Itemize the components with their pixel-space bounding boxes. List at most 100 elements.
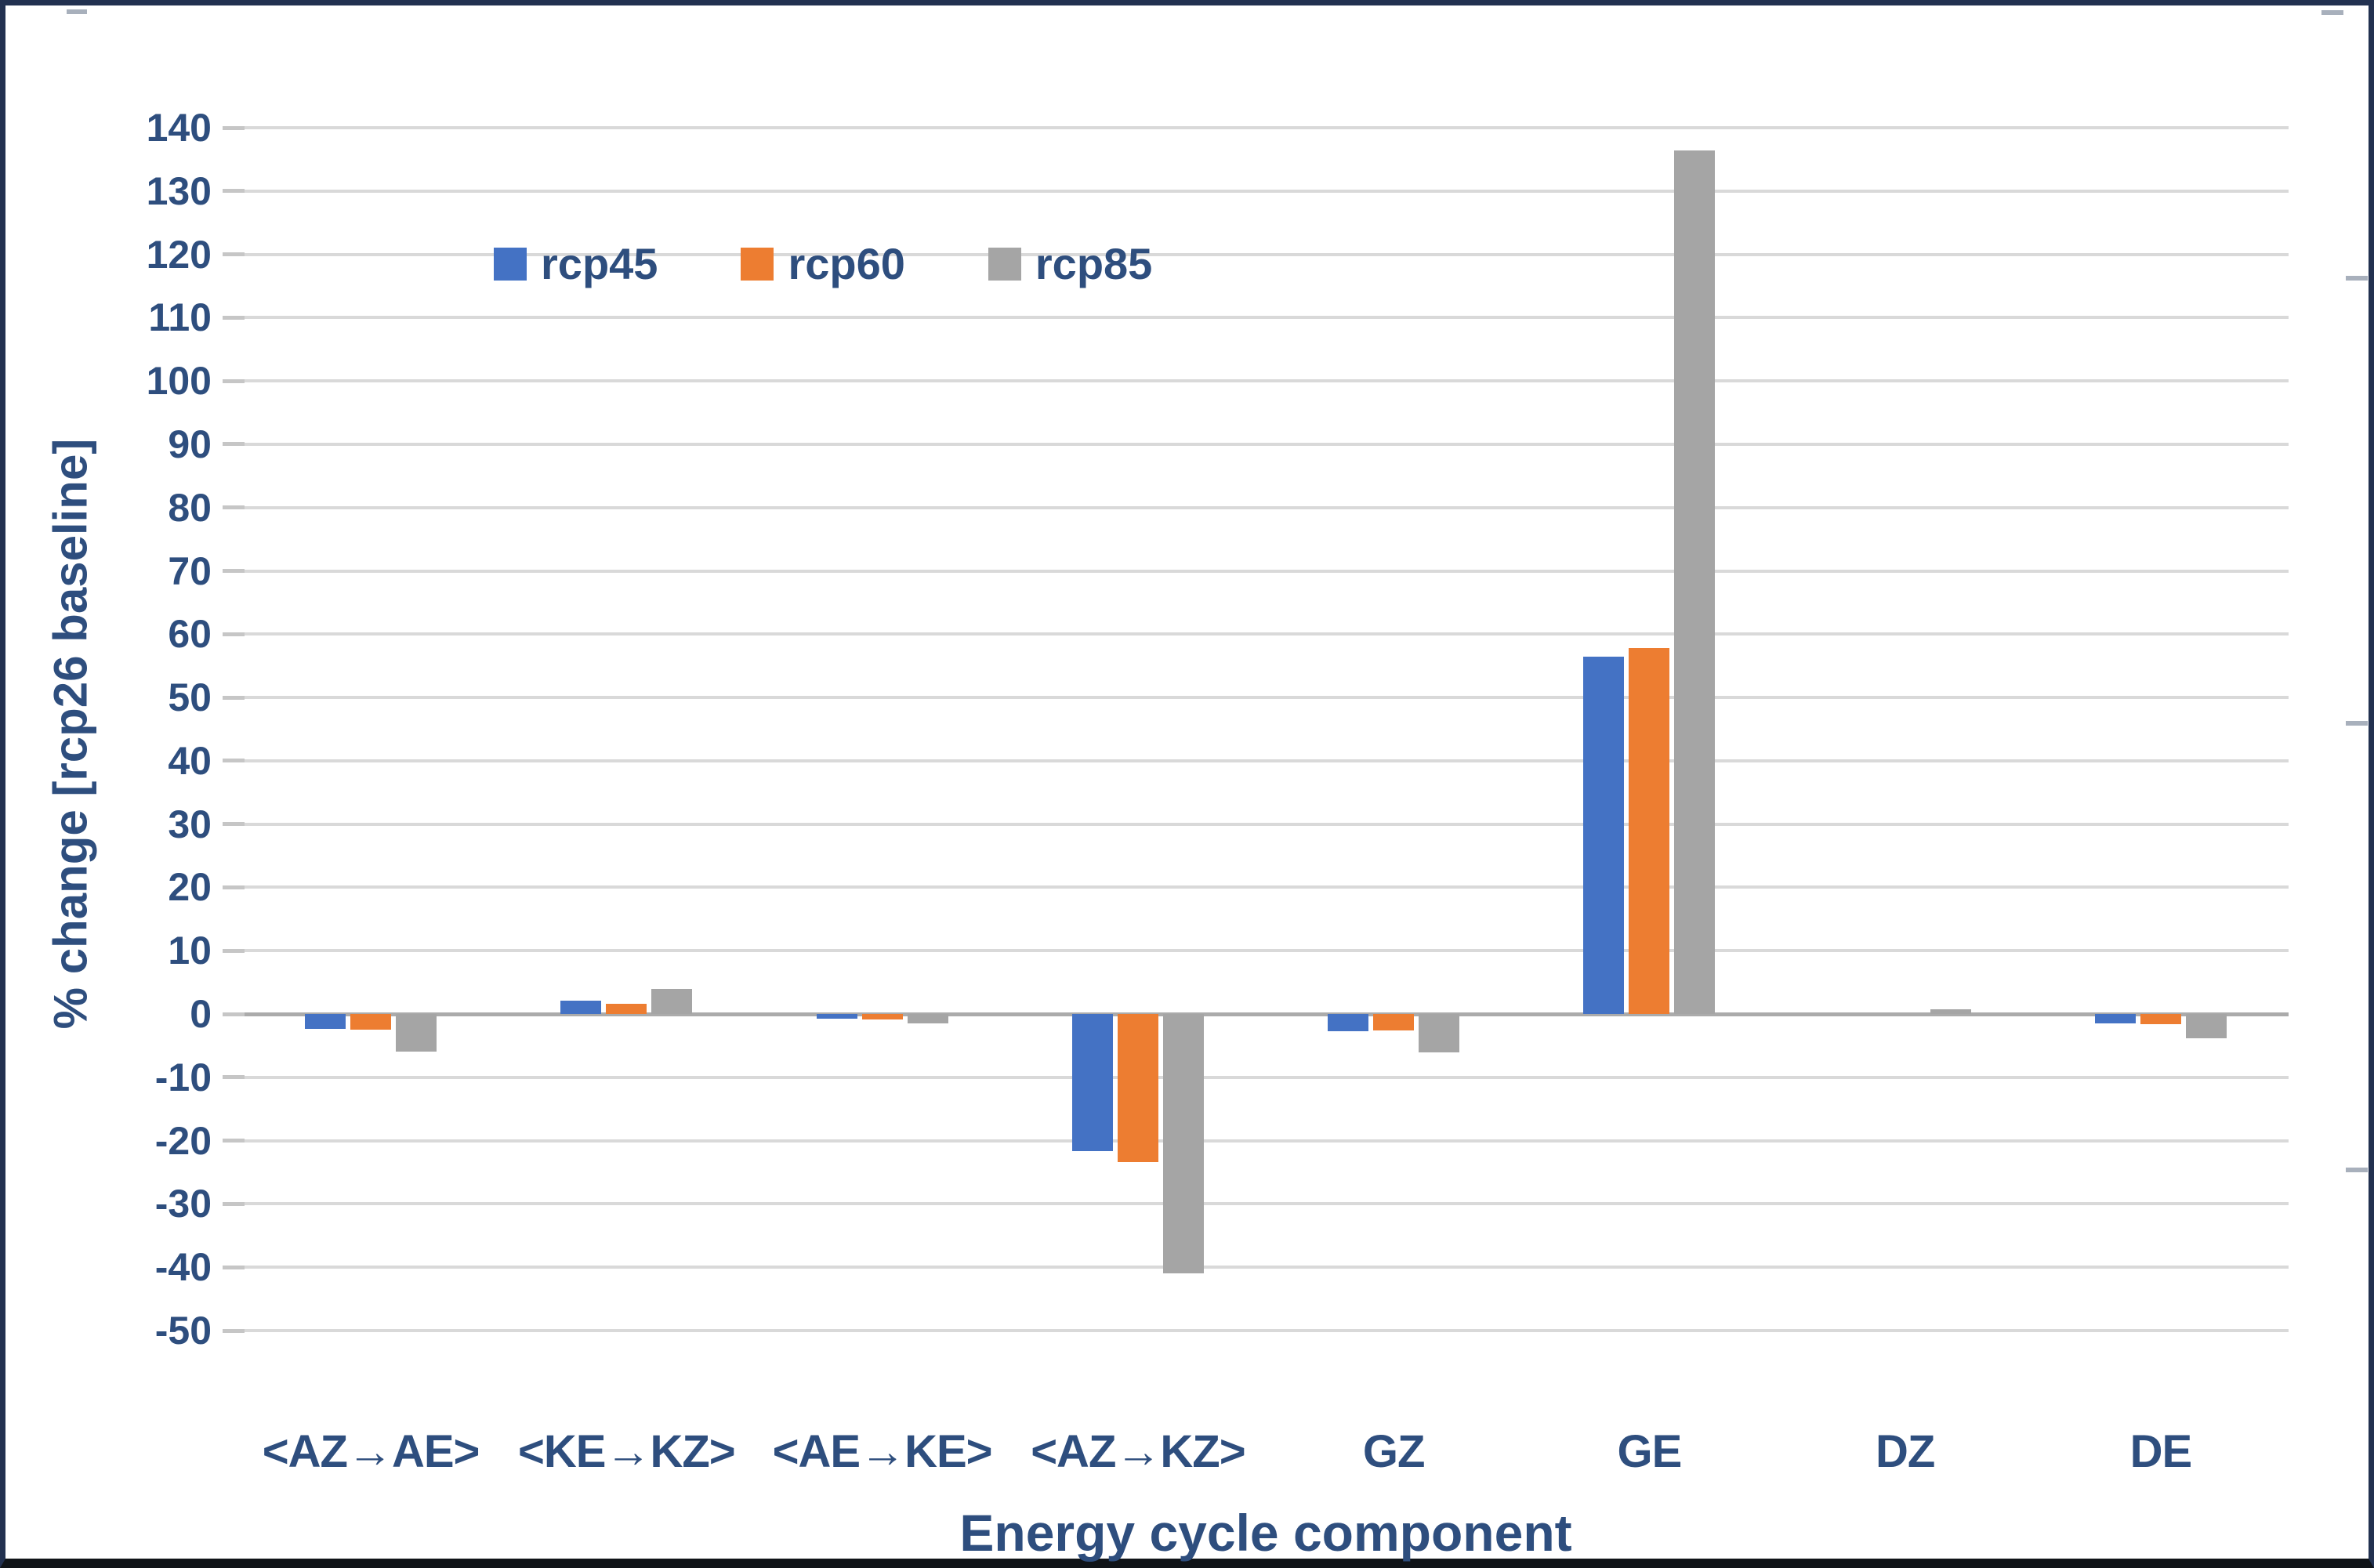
- bar-rcp45: [560, 1001, 602, 1015]
- gridline: [243, 1075, 2289, 1079]
- y-tick-label: 90: [168, 422, 212, 466]
- y-tick-label: 100: [146, 359, 212, 404]
- bar-rcp85: [651, 988, 693, 1015]
- x-category-label: <AZ→AE>: [262, 1426, 480, 1477]
- legend-swatch-rcp45: [494, 248, 527, 281]
- gridline: [243, 1329, 2289, 1332]
- edge-artifact-dash: [2346, 276, 2368, 281]
- y-tick-label: -30: [154, 1182, 212, 1226]
- legend-swatch-rcp60: [741, 248, 774, 281]
- bar-rcp45: [1328, 1014, 1369, 1031]
- y-tick-mark: [223, 822, 245, 827]
- y-tick-label: 80: [168, 485, 212, 530]
- gridline: [243, 1266, 2289, 1269]
- x-category-label: <AE→KE>: [772, 1426, 993, 1477]
- y-tick-label: 70: [168, 549, 212, 593]
- gridline: [243, 126, 2289, 129]
- bar-rcp85: [1674, 150, 1716, 1015]
- y-tick-mark: [223, 1075, 245, 1080]
- bar-rcp60: [1373, 1014, 1415, 1031]
- gridline: [243, 569, 2289, 573]
- y-tick-label: -50: [154, 1309, 212, 1353]
- gridline: [243, 442, 2289, 446]
- y-tick-mark: [223, 1012, 245, 1016]
- y-tick-label: 110: [148, 295, 212, 340]
- bar-rcp45: [2094, 1014, 2136, 1024]
- bar-rcp60: [1629, 648, 1670, 1015]
- x-category-label: GE: [1617, 1426, 1682, 1477]
- bar-rcp60: [1117, 1014, 1158, 1163]
- legend-item-rcp60: rcp60: [741, 239, 905, 288]
- y-tick-mark: [223, 1139, 245, 1143]
- y-tick-label: -20: [154, 1118, 212, 1163]
- legend-label: rcp60: [788, 239, 905, 288]
- y-tick-mark: [223, 189, 245, 194]
- y-tick-label: 60: [168, 612, 212, 657]
- y-tick-label: 20: [168, 865, 212, 910]
- bar-rcp85: [1419, 1014, 1460, 1053]
- bar-rcp85: [396, 1014, 437, 1052]
- legend-label: rcp85: [1035, 239, 1153, 288]
- edge-artifact-dash: [2346, 1168, 2368, 1172]
- y-tick-label: 0: [190, 992, 212, 1037]
- x-category-label: <KE→KZ>: [518, 1426, 736, 1477]
- bar-rcp45: [1071, 1014, 1113, 1151]
- bar-rcp85: [2185, 1014, 2227, 1038]
- gridline: [243, 379, 2289, 383]
- edge-artifact-dash: [2321, 10, 2343, 15]
- bar-rcp60: [350, 1014, 392, 1030]
- y-tick-label: -40: [154, 1245, 212, 1290]
- y-tick-mark: [223, 569, 245, 574]
- x-category-label: DE: [2129, 1426, 2193, 1477]
- edge-artifact-dash: [2346, 721, 2368, 726]
- bar-rcp85: [1930, 1009, 1971, 1015]
- y-tick-mark: [223, 378, 245, 383]
- gridline: [243, 759, 2289, 762]
- gridline: [243, 189, 2289, 193]
- bar-rcp60: [861, 1014, 903, 1019]
- y-tick-mark: [223, 442, 245, 447]
- bar-rcp45: [305, 1014, 346, 1029]
- legend-swatch-rcp85: [988, 248, 1021, 281]
- bar-rcp85: [907, 1014, 948, 1024]
- y-tick-label: 140: [146, 106, 212, 150]
- y-tick-mark: [223, 759, 245, 763]
- y-tick-label: 10: [168, 929, 212, 973]
- legend-label: rcp45: [541, 239, 658, 288]
- y-tick-mark: [223, 1328, 245, 1333]
- bar-rcp60: [2140, 1014, 2181, 1024]
- y-tick-label: 30: [168, 802, 212, 846]
- gridline: [243, 316, 2289, 320]
- y-tick-label: -10: [154, 1055, 212, 1099]
- y-tick-mark: [223, 948, 245, 953]
- gridline: [243, 505, 2289, 509]
- y-tick-mark: [223, 315, 245, 320]
- gridline: [243, 696, 2289, 700]
- y-tick-mark: [223, 695, 245, 700]
- bar-rcp60: [606, 1004, 647, 1015]
- y-tick-mark: [223, 885, 245, 889]
- bar-rcp85: [1162, 1014, 1204, 1274]
- y-axis-title: % change [rcp26 baseline]: [44, 438, 97, 1030]
- x-category-label: GZ: [1362, 1426, 1426, 1477]
- gridline: [243, 1139, 2289, 1143]
- y-tick-label: 50: [168, 675, 212, 720]
- y-tick-mark: [223, 505, 245, 510]
- y-tick-label: 40: [168, 738, 212, 783]
- gridline: [243, 252, 2289, 256]
- y-tick-mark: [223, 632, 245, 636]
- x-category-label: DZ: [1875, 1426, 1935, 1477]
- gridline: [243, 1202, 2289, 1206]
- legend-item-rcp85: rcp85: [988, 241, 1152, 287]
- y-tick-mark: [223, 1265, 245, 1269]
- x-axis-title: Energy cycle component: [959, 1504, 1572, 1562]
- gridline: [243, 885, 2289, 889]
- gridline: [243, 949, 2289, 953]
- zero-axis-line: [243, 1012, 2289, 1016]
- y-tick-mark: [223, 1201, 245, 1206]
- bar-rcp45: [1583, 656, 1625, 1015]
- y-tick-mark: [223, 252, 245, 257]
